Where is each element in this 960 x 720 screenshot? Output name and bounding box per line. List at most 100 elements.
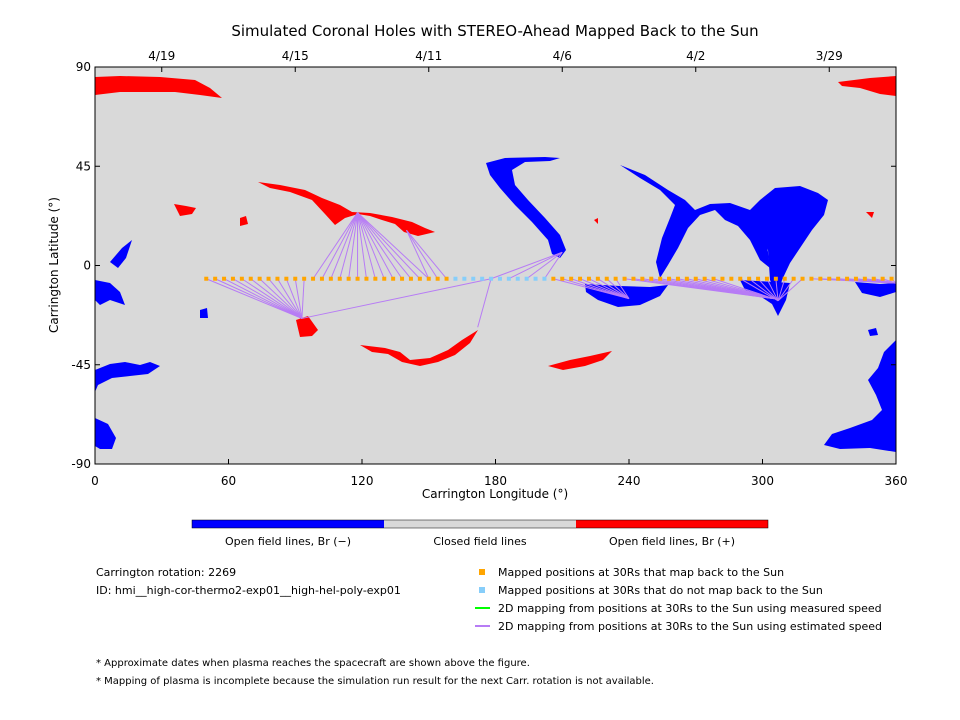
footnote-incomplete: * Mapping of plasma is incomplete becaus… [96,676,654,687]
coronal-hole-neg [790,195,818,252]
mapping-line [570,278,630,300]
mapped-point-maps-back [693,276,698,281]
mapping-line [597,278,630,300]
mapping-line [606,278,630,299]
coronal-hole-neg [200,308,208,318]
mapped-point-no-map [489,276,494,281]
mapped-point-maps-back [248,276,253,281]
mapped-point-maps-back [889,276,894,281]
colorbar-label-closed: Closed field lines [433,535,527,548]
mapping-line [757,278,779,302]
coronal-hole-neg [110,240,132,268]
y-axis-label: Carrington Latitude (°) [47,197,61,333]
top-date-label: 4/15 [282,49,309,63]
mapped-point-maps-back [604,276,609,281]
mapping-line [748,278,779,302]
coronal-hole-pos [360,330,478,366]
mapping-line [339,212,359,279]
x-axis-label: Carrington Longitude (°) [422,487,568,501]
mapped-point-maps-back [782,276,787,281]
y-tick-label: 45 [76,159,91,173]
x-tick-label: 240 [618,474,641,488]
mapping-line [301,278,492,319]
mapped-positions [204,276,894,281]
mapped-point-maps-back [613,276,618,281]
mapping-line [777,278,786,301]
mapped-point-maps-back [800,276,805,281]
colorbar-negative [192,520,384,528]
mapping-line [508,251,563,280]
mapped-point-maps-back [275,276,280,281]
x-tick-label: 300 [751,474,774,488]
mapped-point-maps-back [853,276,858,281]
mapped-point-maps-back [319,276,324,281]
mapped-point-maps-back [444,276,449,281]
mapped-point-maps-back [818,276,823,281]
mapped-point-maps-back [239,276,244,281]
coronal-hole-pos [174,204,196,216]
mapped-point-maps-back [311,276,316,281]
mapped-point-maps-back [435,276,440,281]
mapped-point-maps-back [293,276,298,281]
mapped-point-maps-back [595,276,600,281]
mapped-point-maps-back [773,276,778,281]
y-tick-label: -45 [71,358,91,372]
mapping-line [330,212,359,279]
mapped-point-maps-back [827,276,832,281]
mapped-point-maps-back [720,276,725,281]
mapped-point-maps-back [871,276,876,281]
mapping-line [766,278,779,302]
legend-marker-no-map [479,587,485,593]
coronal-hole-neg [868,328,878,336]
y-tick-label: 0 [83,259,91,273]
footnote-dates: * Approximate dates when plasma reaches … [96,658,530,669]
mapped-point-maps-back [569,276,574,281]
top-date-label: 4/19 [148,49,175,63]
mapping-line [277,278,303,319]
mapped-point-maps-back [257,276,262,281]
coronal-hole-pos [240,216,248,226]
mapped-point-maps-back [738,276,743,281]
coronal-hole-pos [866,212,874,218]
mapped-point-maps-back [880,276,885,281]
x-tick-label: 360 [885,474,908,488]
x-tick-label: 0 [91,474,99,488]
mapping-line [579,278,630,300]
mapped-point-maps-back [702,276,707,281]
carrington-rotation: Carrington rotation: 2269 [96,566,236,579]
mapping-line [490,251,563,280]
mapped-point-maps-back [729,276,734,281]
mapping-line [357,212,403,280]
open-negative-regions [95,157,896,452]
colorbar: Open field lines, Br (−) Closed field li… [191,519,769,548]
legend-label-estimated: 2D mapping from positions at 30Rs to the… [498,620,882,633]
y-tick-label: -90 [71,457,91,471]
mapped-point-maps-back [658,276,663,281]
mapping-line [357,212,430,280]
mapped-point-maps-back [845,276,850,281]
top-date-label: 4/2 [686,49,705,63]
coronal-hole-neg [95,418,116,449]
plot-background [95,67,896,464]
mapping-line [321,212,358,279]
mapped-point-maps-back [836,276,841,281]
coronal-hole-pos [296,316,318,337]
mapping-line [259,278,303,319]
mapped-point-maps-back [266,276,271,281]
legend-marker-maps-back [479,569,485,575]
mapping-line [206,278,303,319]
coronal-hole-neg [95,362,160,392]
coronal-hole-neg [620,165,828,296]
mapped-point-maps-back [551,276,556,281]
colorbar-frame [191,519,769,529]
coronal-hole-pos [548,351,612,370]
legend-label-maps-back: Mapped positions at 30Rs that map back t… [498,566,784,579]
mapped-point-maps-back [675,276,680,281]
mapping-line [294,278,303,319]
run-id: ID: hmi__high-cor-thermo2-exp01__high-he… [96,584,401,597]
x-tick-label: 180 [484,474,507,488]
mapped-point-maps-back [204,276,209,281]
x-tick-label: 60 [221,474,236,488]
mapping-line [477,278,492,328]
mapping-line [777,278,795,302]
